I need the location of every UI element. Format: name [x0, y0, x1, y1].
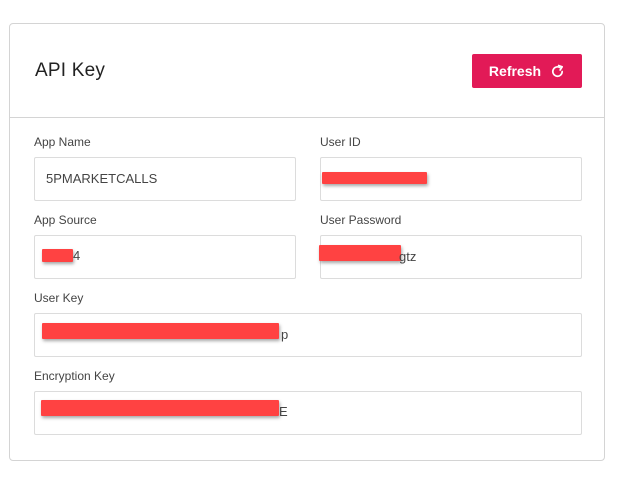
user-password-field[interactable] [320, 235, 582, 279]
refresh-button-label: Refresh [488, 63, 542, 79]
encryption-key-redaction [41, 400, 279, 416]
app-name-field[interactable]: 5PMARKETCALLS [34, 157, 296, 201]
user-key-value-tail: p [281, 327, 289, 342]
app-source-field[interactable] [34, 235, 296, 279]
app-name-value: 5PMARKETCALLS [46, 171, 158, 186]
user-key-label: User Key [34, 291, 84, 305]
user-id-redaction [322, 172, 427, 184]
app-source-redaction [42, 249, 73, 262]
user-password-label: User Password [320, 213, 402, 227]
user-key-redaction [42, 323, 279, 339]
refresh-button[interactable]: Refresh [472, 54, 582, 88]
app-source-value-tail: 4 [73, 248, 81, 263]
refresh-icon [552, 64, 564, 77]
page-title: API Key [35, 60, 106, 81]
user-id-label: User ID [320, 135, 361, 149]
user-password-value-tail: gtz [399, 249, 417, 264]
card-header: API Key Refresh [10, 24, 604, 118]
encryption-key-label: Encryption Key [34, 369, 115, 383]
app-source-label: App Source [34, 213, 97, 227]
encryption-key-value-tail: E [279, 404, 288, 419]
app-name-label: App Name [34, 135, 91, 149]
user-password-redaction [319, 245, 401, 261]
